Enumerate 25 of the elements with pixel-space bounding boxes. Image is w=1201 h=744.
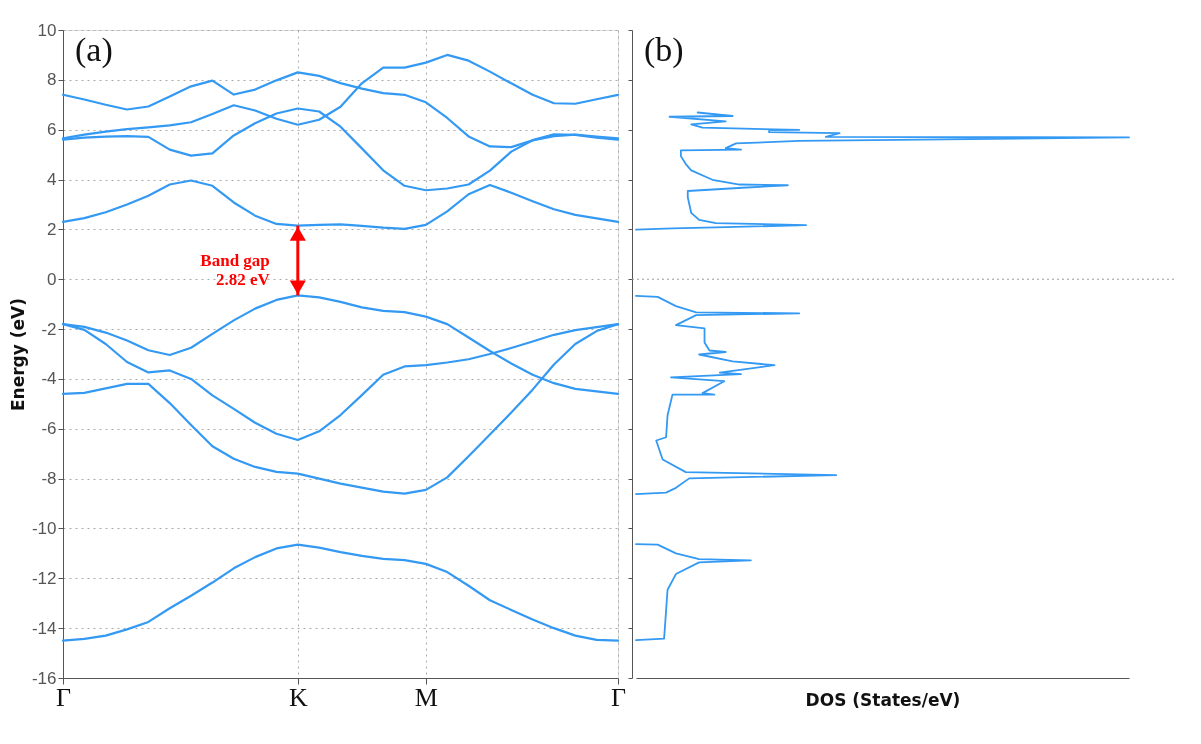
y-tick-label: -14 xyxy=(31,618,57,638)
y-tick-label: -16 xyxy=(31,668,57,688)
y-tick-label: -8 xyxy=(41,469,57,489)
annotation: Band gap 2.82 eV xyxy=(200,250,271,289)
x-axis-title: DOS (States/eV) xyxy=(805,689,961,710)
y-tick-label: 6 xyxy=(47,120,57,140)
y-tick-label: -4 xyxy=(41,369,57,389)
y-tick-label: 2 xyxy=(47,219,57,239)
annotation: (a) xyxy=(75,31,113,69)
x-tick-label: Γ xyxy=(55,682,72,712)
line-series xyxy=(61,543,620,642)
x-tick-label: M xyxy=(414,682,438,712)
y-axis-title: Energy (eV) xyxy=(7,297,28,412)
y-tick-label: -6 xyxy=(41,419,57,439)
y-tick-label: -2 xyxy=(41,319,57,339)
x-tick-label: K xyxy=(288,682,308,712)
y-tick-label: 0 xyxy=(47,269,57,289)
y-tick-label: -10 xyxy=(31,518,57,538)
y-tick-label: 4 xyxy=(47,170,57,190)
x-tick-label: Γ xyxy=(610,682,627,712)
annotation: (b) xyxy=(644,31,684,69)
y-tick-label: -12 xyxy=(31,568,57,588)
line-series xyxy=(61,179,620,230)
y-tick-label: 10 xyxy=(37,20,57,40)
y-tick-label: 8 xyxy=(47,70,57,90)
